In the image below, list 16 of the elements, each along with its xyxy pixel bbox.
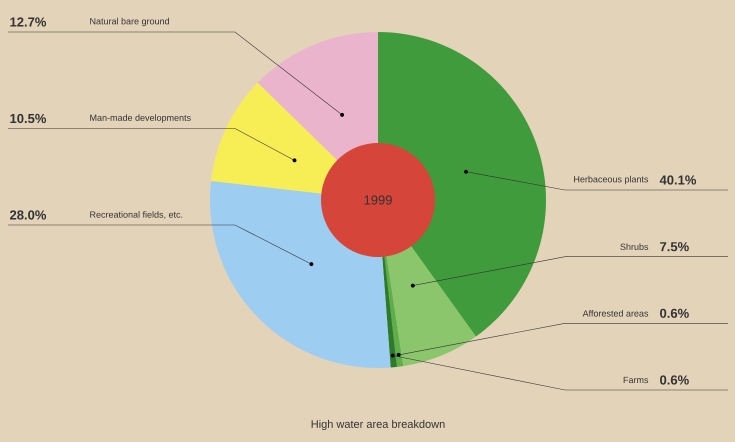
slice-label: Shrubs (620, 243, 648, 250)
slice-label: Afforested areas (582, 310, 648, 317)
slice-label: Man-made developments (90, 114, 191, 123)
data-label: 7.5% (660, 242, 689, 252)
data-label: 40.1% (660, 175, 696, 185)
slice-label: Farms (624, 376, 648, 384)
data-label: 12.7% (10, 17, 46, 27)
data-label: 28.0% (10, 210, 46, 220)
slice-label: Natural bare ground (90, 18, 169, 26)
slice-label: Herbaceous plants (574, 176, 648, 184)
text: High water area breakdown (312, 420, 445, 430)
data-label: 0.6% (660, 375, 689, 385)
data-label: 0.6% (660, 308, 689, 318)
text: 1999 (364, 195, 392, 205)
slice-label: Recreational fields, etc. (90, 211, 182, 219)
data-label: 10.5% (10, 114, 46, 124)
